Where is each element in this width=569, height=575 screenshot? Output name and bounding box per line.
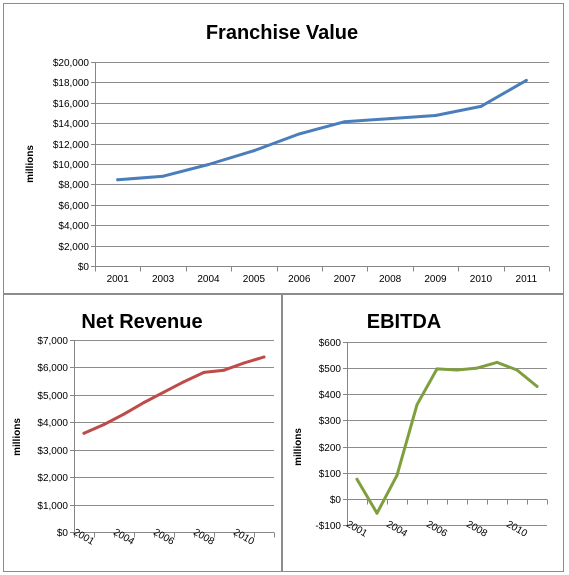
net-revenue-x-tick-label: 2006 (151, 527, 176, 548)
franchise-value-x-tick-label: 2009 (424, 274, 447, 285)
franchise-value-data-point (343, 120, 347, 124)
franchise-value-y-tick-label: $12,000 (53, 140, 90, 151)
ebitda-data-point (435, 367, 439, 371)
ebitda-data-point (395, 473, 399, 477)
ebitda-data-point (455, 368, 459, 372)
franchise-value-data-point (297, 132, 301, 136)
net-revenue-x-tick-label: 2001 (71, 527, 96, 548)
franchise-value-y-tick-label: $16,000 (53, 99, 90, 110)
net-revenue-y-tick-label: $1,000 (37, 501, 68, 512)
net-revenue-y-tick-label: $2,000 (37, 473, 68, 484)
franchise-value-data-point (388, 117, 392, 121)
net-revenue-y-tick-label: $6,000 (37, 363, 68, 374)
net-revenue-y-tick-label: $5,000 (37, 391, 68, 402)
ebitda-y-tick-label: $300 (319, 416, 342, 427)
franchise-value-data-point (434, 114, 437, 117)
franchise-value-y-tick-label: $20,000 (53, 58, 90, 69)
net-revenue-chart: Net Revenue millions $0 $1,000 $2,000 $3,000 $… (12, 311, 275, 548)
franchise-value-data-point (479, 104, 483, 108)
franchise-value-x-tick-label: 2003 (152, 274, 175, 285)
ebitda-x-tick-label: 2006 (424, 519, 449, 540)
ebitda-x-tick-label: 2001 (344, 519, 369, 540)
ebitda-y-tick-label: $600 (319, 338, 342, 349)
franchise-value-y-tick-label: $2,000 (58, 242, 89, 253)
net-revenue-data-point (242, 361, 246, 365)
franchise-value-series-line (116, 78, 528, 182)
ebitda-chart-title: EBITDA (367, 311, 441, 333)
franchise-value-data-point (116, 178, 120, 182)
net-revenue-data-point (262, 355, 266, 359)
franchise-value-chart: Franchise Value millions $0 $2,000 $4,000 $6,… (25, 22, 550, 285)
net-revenue-x-tick-label: 2010 (231, 527, 256, 548)
franchise-value-data-point (252, 149, 256, 153)
franchise-value-x-tick-label: 2004 (197, 274, 220, 285)
ebitda-y-tick-label: $500 (319, 364, 342, 375)
net-revenue-y-tick-label: $3,000 (37, 446, 68, 457)
net-revenue-x-tick-label: 2008 (191, 527, 216, 548)
ebitda-y-tick-label: $400 (319, 390, 342, 401)
franchise-value-y-tick-label: $10,000 (53, 160, 90, 171)
franchise-value-y-tick-label: $0 (78, 262, 90, 273)
franchise-value-data-point (524, 78, 528, 82)
ebitda-x-tick-label: 2008 (464, 519, 489, 540)
ebitda-data-point (375, 511, 379, 515)
net-revenue-y-tick-label: $7,000 (37, 336, 68, 347)
net-revenue-data-point (162, 390, 166, 394)
franchise-value-data-point (207, 163, 210, 166)
ebitda-data-point (495, 360, 499, 364)
ebitda-data-point (355, 477, 359, 481)
net-revenue-chart-panel: Net Revenue millions $0 $1,000 $2,000 $3,000 $… (3, 294, 282, 572)
ebitda-y-tick-label: $0 (330, 495, 342, 506)
franchise-value-y-axis-label: millions (25, 145, 36, 183)
net-revenue-y-tick-label: $0 (57, 528, 69, 539)
ebitda-data-point (535, 384, 539, 388)
ebitda-y-axis-label: millions (293, 428, 304, 466)
ebitda-chart-panel: EBITDA millions -$100 $0 $100 $200 $300 $400 $50… (282, 294, 564, 572)
net-revenue-data-point (142, 401, 146, 404)
net-revenue-data-point (182, 380, 186, 384)
franchise-value-data-point (161, 174, 165, 178)
franchise-value-x-tick-label: 2001 (107, 274, 130, 285)
franchise-value-x-tick-label: 2008 (379, 274, 402, 285)
franchise-value-chart-panel: Franchise Value millions $0 $2,000 $4,000 $6,… (3, 3, 564, 294)
net-revenue-series-line (82, 355, 266, 435)
franchise-value-x-tick-label: 2007 (334, 274, 357, 285)
franchise-value-chart-title: Franchise Value (206, 22, 358, 44)
ebitda-x-tick-label: 2004 (384, 519, 409, 540)
ebitda-y-tick-label: -$100 (315, 521, 341, 532)
franchise-value-y-tick-label: $14,000 (53, 119, 90, 130)
ebitda-data-point (515, 368, 519, 372)
ebitda-series-line (355, 360, 539, 515)
net-revenue-y-axis-label: millions (12, 418, 23, 456)
ebitda-data-point (415, 403, 419, 407)
net-revenue-x-tick-label: 2004 (111, 527, 136, 548)
ebitda-chart: EBITDA millions -$100 $0 $100 $200 $300 $400 $50… (293, 311, 548, 540)
net-revenue-chart-title: Net Revenue (81, 311, 202, 333)
franchise-value-y-tick-label: $4,000 (58, 221, 89, 232)
franchise-value-y-tick-label: $6,000 (58, 201, 89, 212)
net-revenue-data-point (82, 431, 86, 435)
net-revenue-y-tick-label: $4,000 (37, 418, 68, 429)
ebitda-y-tick-label: $200 (319, 443, 342, 454)
ebitda-x-tick-label: 2010 (504, 519, 529, 540)
ebitda-data-point (475, 366, 479, 370)
franchise-value-y-tick-label: $18,000 (53, 78, 90, 89)
net-revenue-data-point (202, 370, 206, 374)
net-revenue-data-point (122, 412, 126, 416)
net-revenue-data-point (102, 423, 106, 426)
ebitda-y-tick-label: $100 (319, 469, 342, 480)
franchise-value-x-tick-label: 2005 (243, 274, 266, 285)
franchise-value-x-tick-label: 2010 (470, 274, 493, 285)
net-revenue-data-point (222, 368, 226, 372)
franchise-value-x-tick-label: 2006 (288, 274, 311, 285)
franchise-value-x-tick-label: 2011 (516, 274, 538, 285)
franchise-value-y-tick-label: $8,000 (58, 180, 89, 191)
